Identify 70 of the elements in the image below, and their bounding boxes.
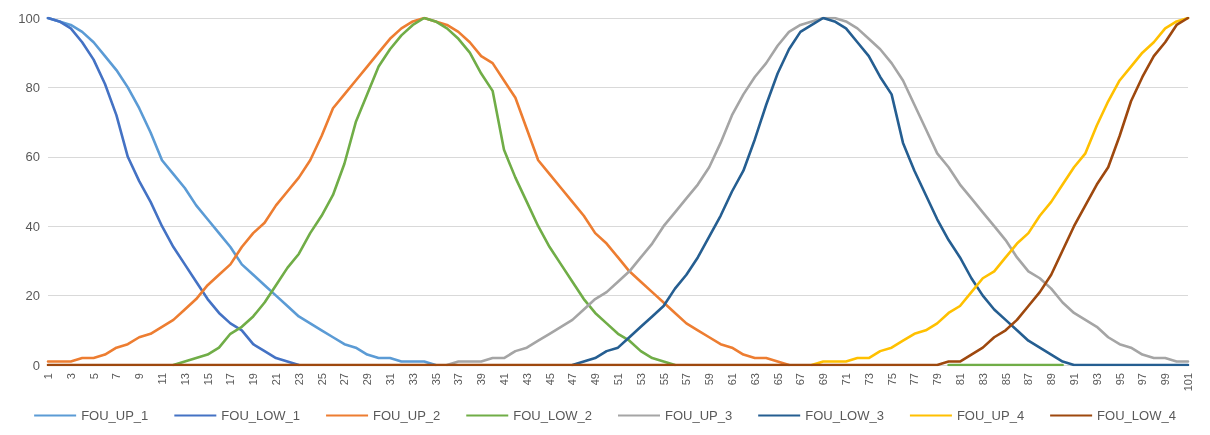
x-tick-label: 13 [178,373,191,386]
x-tick-label: 87 [1022,373,1035,386]
x-tick-label: 9 [133,373,146,380]
y-tick-label: 100 [18,10,40,26]
line-series [46,16,301,367]
x-tick-label: 101 [1182,373,1194,392]
x-tick-label: 33 [406,373,419,386]
x-tick-label: 17 [224,373,237,386]
y-tick-label: 20 [25,288,40,304]
x-tick-label: 25 [315,373,328,386]
x-tick-label: 53 [634,373,647,386]
x-tick-label: 95 [1113,373,1126,386]
x-tick-label: 93 [1090,373,1103,386]
x-tick-label: 35 [429,373,442,386]
line-series [571,16,1190,367]
x-tick-label: 3 [64,373,77,380]
legend-label: FOU_LOW_2 [513,408,593,423]
x-tick-label: 19 [247,373,260,386]
x-tick-label: 15 [201,373,214,386]
x-tick-label: 99 [1159,373,1172,386]
x-tick-label: 39 [475,373,488,386]
x-tick-label: 59 [703,373,716,386]
legend-label: FOU_UP_4 [956,408,1025,423]
x-tick-label: 77 [908,373,921,386]
line-series [445,16,1190,367]
x-tick-label: 47 [566,373,579,386]
x-tick-label: 79 [931,373,944,386]
x-tick-label: 27 [338,373,351,386]
x-tick-label: 43 [520,373,533,386]
x-tick-label: 67 [794,373,807,386]
x-tick-label: 5 [87,373,100,380]
legend-label: FOU_UP_3 [665,408,733,423]
x-tick-label: 97 [1136,373,1149,386]
y-tick-label: 0 [32,357,40,373]
x-tick-label: 37 [452,373,465,386]
x-tick-label: 69 [817,373,830,386]
x-tick-label: 45 [543,373,556,386]
x-tick-label: 81 [954,373,966,386]
x-tick-label: 83 [976,373,989,386]
x-tick-label: 63 [748,373,761,386]
legend-label: FOU_UP_1 [81,408,149,423]
x-tick-label: 73 [862,373,875,386]
y-tick-label: 80 [25,79,40,95]
x-tick-label: 75 [885,373,898,386]
x-tick-label: 49 [589,373,602,386]
y-tick-label: 60 [25,149,40,165]
line-series [46,16,791,367]
legend-label: FOU_UP_2 [373,408,441,423]
x-tick-label: 31 [384,373,396,386]
x-tick-label: 71 [840,373,852,386]
x-tick-label: 89 [1045,373,1058,386]
x-tick-label: 21 [270,373,282,386]
x-tick-label: 85 [999,373,1012,386]
x-tick-label: 7 [110,373,123,380]
x-tick-label: 57 [680,373,693,386]
x-tick-label: 65 [771,373,784,386]
x-tick-label: 61 [726,373,738,386]
x-tick-label: 51 [612,373,624,386]
legend-label: FOU_LOW_1 [221,408,301,423]
x-tick-label: 91 [1068,373,1080,386]
x-tick-label: 1 [42,373,54,380]
line-series [46,16,1190,367]
x-tick-label: 11 [156,373,168,385]
legend-label: FOU_LOW_3 [805,408,884,423]
x-tick-label: 41 [498,373,510,386]
x-tick-label: 55 [657,373,670,386]
x-tick-label: 29 [361,373,374,386]
y-tick-label: 40 [25,218,40,234]
legend-label: FOU_LOW_4 [1097,408,1176,423]
x-tick-label: 23 [292,373,305,386]
